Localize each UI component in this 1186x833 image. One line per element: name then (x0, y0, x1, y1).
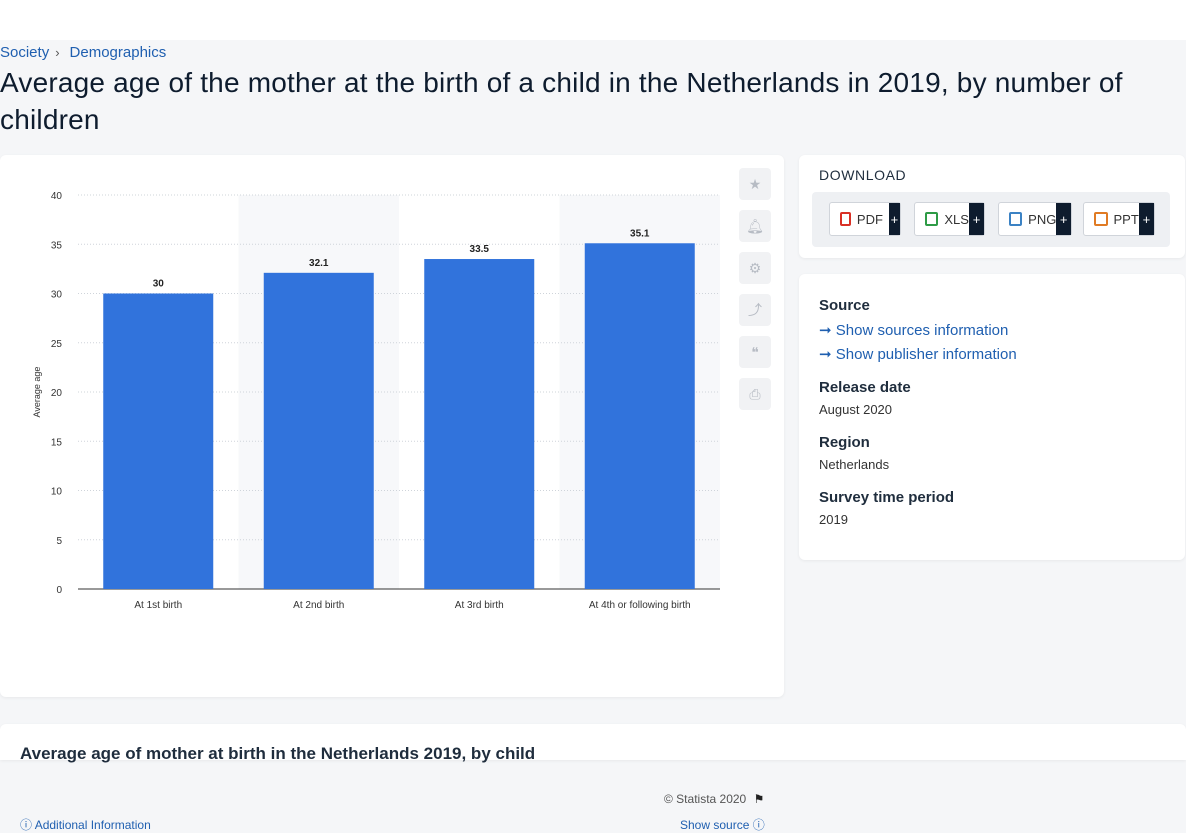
png-plus[interactable]: + (1056, 203, 1071, 235)
y-tick-label: 0 (56, 585, 62, 596)
quote-icon[interactable]: ❝ (739, 336, 771, 368)
chart-toolbar: ★ 🔔︎ ⚙ ⤴ ❝ ⎙ (739, 168, 771, 410)
bar (103, 293, 214, 589)
xls-plus[interactable]: + (968, 203, 984, 235)
show-publisher-label: Show publisher information (835, 346, 1017, 363)
breadcrumb-demographics[interactable]: Demographics (69, 44, 167, 61)
gear-icon[interactable]: ⚙ (739, 252, 771, 284)
metadata-card (799, 274, 1185, 560)
data-label: 30 (153, 279, 165, 290)
release-heading: Release date (819, 379, 911, 396)
print-icon[interactable]: ⎙ (739, 378, 771, 410)
y-tick-label: 10 (51, 487, 63, 498)
show-sources-label: Show sources information (835, 322, 1009, 339)
additional-information-link[interactable]: ⓘ Additional Information (20, 816, 151, 833)
info-icon: ⓘ (20, 818, 33, 832)
download-png-button[interactable]: PNG + (998, 202, 1072, 236)
y-tick-label: 5 (56, 536, 62, 547)
download-xls-button[interactable]: XLS + (914, 202, 985, 236)
download-pdf-button[interactable]: PDF + (829, 202, 901, 236)
source-heading: Source (819, 297, 870, 314)
bar (584, 243, 695, 589)
survey-heading: Survey time period (819, 489, 955, 506)
x-tick-label: At 2nd birth (293, 600, 344, 611)
breadcrumb-society[interactable]: Society (0, 44, 50, 61)
flag-icon[interactable]: ⚑ (753, 792, 765, 806)
copyright-text: © Statista 2020 (664, 792, 747, 806)
show-publisher-link[interactable]: ➞ Show publisher information (819, 345, 1017, 363)
bottom-heading: Average age of mother at birth in the Ne… (20, 744, 536, 763)
png-label: PNG (1028, 211, 1057, 227)
download-ppt-button[interactable]: PPT + (1083, 202, 1155, 236)
additional-information-label: Additional Information (34, 818, 151, 832)
pdf-label: PDF (856, 211, 883, 227)
survey-value: 2019 (819, 512, 848, 527)
chart-card: 0 5 10 15 20 25 30 35 40 Average age 30 At 1st birt… (0, 155, 784, 832)
ppt-plus[interactable]: + (1138, 203, 1154, 235)
copyright: © Statista 2020 ⚑ (664, 792, 764, 806)
star-icon[interactable]: ★ (739, 168, 771, 200)
arrow-right-icon: ➞ (819, 322, 832, 339)
info-icon: ⓘ (752, 818, 765, 832)
y-axis-label: Average age (32, 367, 42, 418)
breadcrumb: Society › Demographics (0, 44, 166, 61)
data-label: 32.1 (309, 258, 329, 269)
page-title: Average age of the mother at the birth o… (0, 67, 1123, 135)
pdf-plus[interactable]: + (888, 203, 900, 235)
y-tick-label: 40 (51, 191, 63, 202)
ppt-file-icon (1094, 212, 1108, 226)
bell-icon[interactable]: 🔔︎ (739, 210, 771, 242)
y-tick-label: 20 (51, 388, 63, 399)
bar (263, 272, 374, 589)
bottom-card (0, 724, 1186, 760)
top-bar (0, 0, 1186, 40)
ppt-label: PPT (1113, 211, 1139, 227)
pdf-file-icon (840, 212, 851, 226)
arrow-right-icon: ➞ (819, 346, 832, 363)
x-tick-label: At 1st birth (134, 600, 182, 611)
y-tick-label: 15 (51, 437, 63, 448)
show-sources-link[interactable]: ➞ Show sources information (819, 321, 1008, 339)
region-value: Netherlands (819, 457, 890, 472)
x-tick-label: At 3rd birth (455, 600, 504, 611)
xls-label: XLS (944, 211, 969, 227)
x-tick-label: At 4th or following birth (589, 600, 691, 611)
show-source-label: Show source (680, 818, 750, 832)
png-file-icon (1009, 212, 1023, 226)
data-label: 33.5 (470, 244, 490, 255)
data-label: 35.1 (630, 228, 650, 239)
bar-chart: 0 5 10 15 20 25 30 35 40 Average age 30 At 1st birt… (32, 191, 720, 611)
xls-file-icon (925, 212, 939, 226)
region-heading: Region (819, 434, 870, 451)
y-tick-label: 25 (51, 339, 63, 350)
show-source-link[interactable]: Show source ⓘ (680, 816, 765, 833)
share-icon[interactable]: ⤴ (739, 294, 771, 326)
y-tick-label: 30 (51, 290, 63, 301)
bar (424, 259, 535, 589)
y-tick-label: 35 (51, 240, 63, 251)
download-title: DOWNLOAD (819, 167, 907, 183)
release-value: August 2020 (819, 402, 893, 417)
chevron-right-icon: › (55, 45, 60, 60)
